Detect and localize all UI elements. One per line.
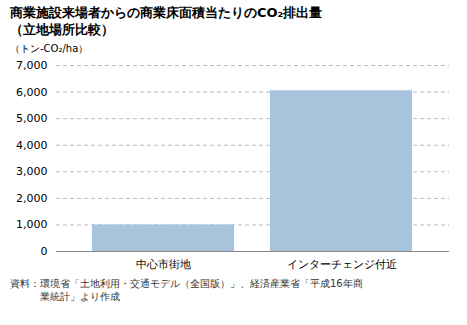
html-text:（トン-CO₂/ha）: （トン-CO₂/ha） — [10, 43, 89, 54]
html-text:（立地場所比較）: （立地場所比較） — [10, 22, 114, 37]
svg-text:中心市街地: 中心市街地 — [136, 258, 191, 271]
svg-text:6,000: 6,000 — [16, 86, 48, 99]
svg-text:3,000: 3,000 — [16, 165, 48, 178]
svg-text:5,000: 5,000 — [16, 112, 48, 125]
html-text:商業施設来場者からの商業床面積当たりのCO₂排出量: 商業施設来場者からの商業床面積当たりのCO₂排出量 — [10, 5, 323, 20]
svg-text:インターチェンジ付近: インターチェンジ付近 — [287, 258, 397, 271]
svg-text:7,000: 7,000 — [16, 59, 48, 72]
svg-text:0: 0 — [41, 245, 48, 258]
html-text:資料：環境省「土地利用・交通モデル（全国版）」、経済産業省「: 資料：環境省「土地利用・交通モデル（全国版）」、経済産業省「平成16年商 — [10, 278, 363, 289]
svg-text:2,000: 2,000 — [16, 192, 48, 205]
svg-text:4,000: 4,000 — [16, 139, 48, 152]
svg-text:1,000: 1,000 — [16, 218, 48, 231]
html-text:業統計」より作成: 業統計」より作成 — [40, 291, 120, 302]
